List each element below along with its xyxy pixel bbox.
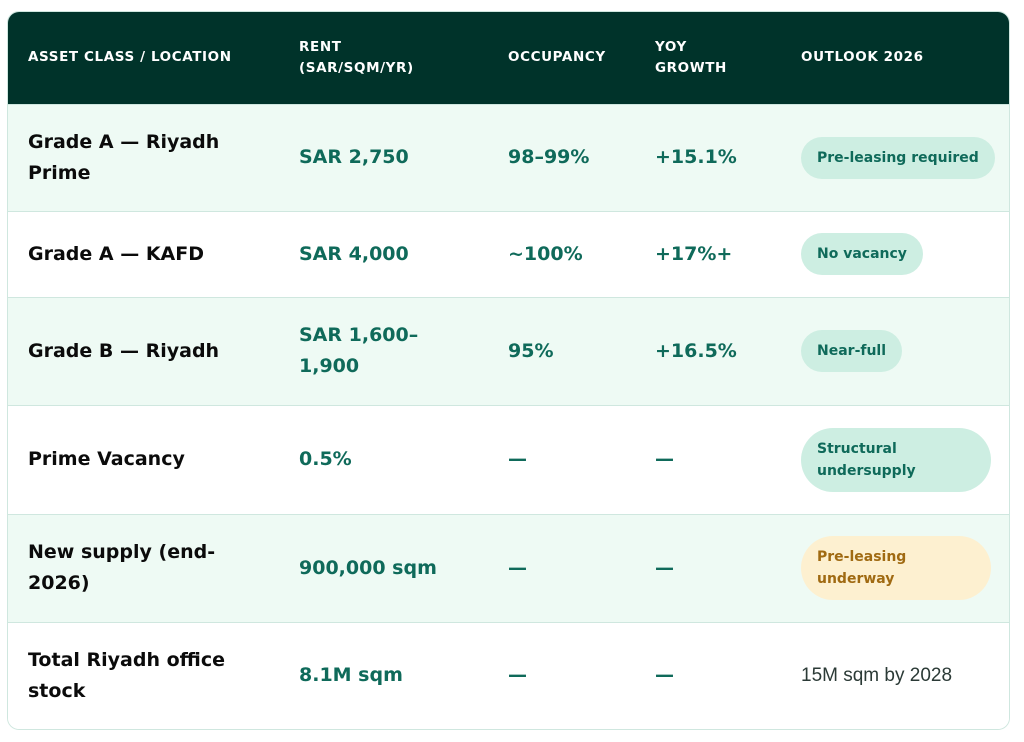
table-row: Grade A — Riyadh Prime SAR 2,750 98–99% … xyxy=(8,104,1009,211)
outlook-badge: Near-full xyxy=(801,330,903,372)
yoy-cell: +16.5% xyxy=(655,339,737,362)
office-market-table-card: ASSET CLASS / LOCATION RENT (SAR/SQM/YR) … xyxy=(7,11,1010,730)
outlook-badge: Pre-leasing underway xyxy=(801,536,991,600)
occupancy-cell: ~100% xyxy=(508,242,583,265)
asset-cell: Total Riyadh office stock xyxy=(28,648,226,702)
table-row: Prime Vacancy 0.5% — — Structural unders… xyxy=(8,405,1009,514)
table-header: ASSET CLASS / LOCATION RENT (SAR/SQM/YR) … xyxy=(8,12,1009,104)
header-yoy-growth: YOY GROWTH xyxy=(655,38,727,76)
asset-cell: Grade A — KAFD xyxy=(28,242,205,265)
office-market-table: ASSET CLASS / LOCATION RENT (SAR/SQM/YR) … xyxy=(8,12,1009,729)
table-row: New supply (end-2026) 900,000 sqm — — Pr… xyxy=(8,514,1009,622)
rent-cell: 900,000 sqm xyxy=(299,556,437,579)
rent-cell: SAR 4,000 xyxy=(299,242,409,265)
outlook-cell: No vacancy xyxy=(781,211,1009,297)
outlook-cell: Pre-leasing underway xyxy=(781,514,1009,622)
outlook-badge: No vacancy xyxy=(801,233,923,275)
header-outlook: OUTLOOK 2026 xyxy=(801,49,924,66)
outlook-cell: Pre-leasing required xyxy=(781,104,1009,211)
table-body: Grade A — Riyadh Prime SAR 2,750 98–99% … xyxy=(8,104,1009,729)
occupancy-cell: — xyxy=(508,664,527,687)
outlook-cell: Structural undersupply xyxy=(781,405,1009,514)
outlook-cell: Near-full xyxy=(781,297,1009,405)
asset-cell: Grade B — Riyadh xyxy=(28,339,220,362)
table-row: Total Riyadh office stock 8.1M sqm — — 1… xyxy=(8,622,1009,729)
yoy-cell: +17%+ xyxy=(655,242,733,265)
asset-cell: Prime Vacancy xyxy=(28,448,185,470)
yoy-cell: — xyxy=(655,448,674,470)
rent-cell: 8.1M sqm xyxy=(299,664,403,687)
occupancy-cell: — xyxy=(508,556,527,579)
rent-cell: 0.5% xyxy=(299,448,352,470)
header-rent: RENT (SAR/SQM/YR) xyxy=(299,38,414,76)
asset-cell: New supply (end-2026) xyxy=(28,541,216,594)
asset-cell: Grade A — Riyadh Prime xyxy=(28,130,220,184)
yoy-cell: — xyxy=(655,556,674,579)
yoy-cell: +15.1% xyxy=(655,146,737,168)
yoy-cell: — xyxy=(655,664,674,687)
table-header-row: ASSET CLASS / LOCATION RENT (SAR/SQM/YR) … xyxy=(8,12,1009,104)
occupancy-cell: 95% xyxy=(508,339,554,362)
outlook-text: 15M sqm by 2028 xyxy=(801,665,953,687)
occupancy-cell: — xyxy=(508,448,527,470)
rent-cell: SAR 1,600–1,900 xyxy=(299,324,419,377)
rent-cell: SAR 2,750 xyxy=(299,146,409,168)
table-row: Grade A — KAFD SAR 4,000 ~100% +17%+ No … xyxy=(8,211,1009,297)
header-asset-class: ASSET CLASS / LOCATION xyxy=(28,49,232,66)
header-occupancy: OCCUPANCY xyxy=(508,49,606,66)
table-row: Grade B — Riyadh SAR 1,600–1,900 95% +16… xyxy=(8,297,1009,405)
outlook-badge: Pre-leasing required xyxy=(801,136,995,179)
outlook-badge: Structural undersupply xyxy=(801,427,991,492)
occupancy-cell: 98–99% xyxy=(508,146,590,168)
